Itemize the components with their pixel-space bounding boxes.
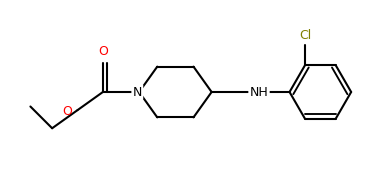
Text: N: N — [133, 86, 142, 98]
Text: Cl: Cl — [299, 29, 311, 42]
Text: NH: NH — [250, 86, 269, 98]
Text: O: O — [62, 105, 72, 118]
Text: O: O — [98, 45, 108, 58]
